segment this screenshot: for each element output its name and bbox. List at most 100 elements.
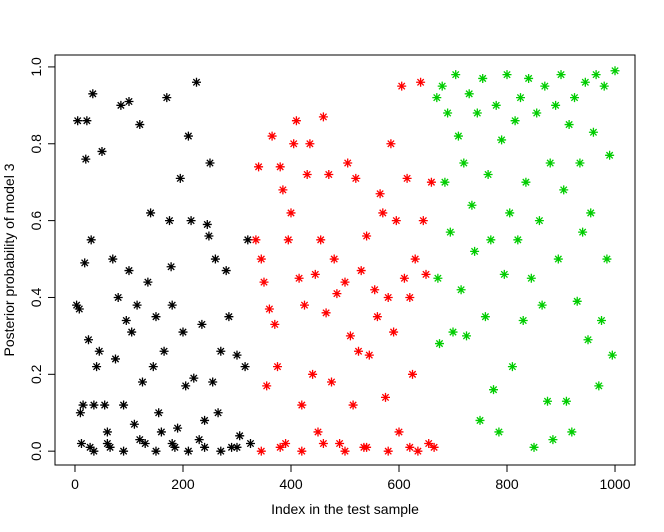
point: [105, 442, 115, 452]
point: [221, 266, 231, 276]
point: [345, 331, 355, 341]
point: [178, 327, 188, 337]
point: [94, 346, 104, 356]
point: [88, 89, 98, 99]
point: [132, 300, 142, 310]
point: [521, 177, 531, 187]
point: [275, 162, 285, 172]
point: [486, 235, 496, 245]
point: [467, 200, 477, 210]
point: [381, 392, 391, 402]
point: [348, 400, 358, 410]
point: [386, 139, 396, 149]
point: [148, 362, 158, 372]
x-tick-label: 1000: [599, 476, 630, 492]
point: [507, 362, 517, 372]
point: [216, 346, 226, 356]
point: [318, 112, 328, 122]
point: [183, 446, 193, 456]
y-tick-label: 0.0: [28, 441, 44, 461]
point: [113, 292, 123, 302]
point: [402, 173, 412, 183]
point: [605, 150, 615, 160]
point: [283, 235, 293, 245]
point: [124, 96, 134, 106]
point: [297, 400, 307, 410]
point: [505, 208, 515, 218]
point: [491, 100, 501, 110]
point: [227, 442, 237, 452]
point: [197, 319, 207, 329]
point: [526, 273, 536, 283]
point: [421, 269, 431, 279]
point: [329, 254, 339, 264]
point: [575, 158, 585, 168]
point: [313, 427, 323, 437]
y-tick-label: 1.0: [28, 57, 44, 77]
y-tick-label: 0.4: [28, 288, 44, 308]
point: [272, 362, 282, 372]
point: [235, 431, 245, 441]
point: [224, 312, 234, 322]
point: [513, 235, 523, 245]
point: [383, 446, 393, 456]
point: [324, 170, 334, 180]
point: [86, 235, 96, 245]
point: [418, 216, 428, 226]
point: [164, 216, 174, 226]
point: [100, 400, 110, 410]
point: [378, 208, 388, 218]
point: [256, 254, 266, 264]
point: [426, 177, 436, 187]
point: [321, 308, 331, 318]
point: [559, 185, 569, 195]
point: [135, 435, 145, 445]
x-tick-label: 200: [171, 476, 195, 492]
point: [475, 415, 485, 425]
point: [599, 81, 609, 91]
point: [240, 362, 250, 372]
point: [294, 273, 304, 283]
point: [140, 438, 150, 448]
point: [183, 131, 193, 141]
point: [191, 77, 201, 87]
point: [456, 285, 466, 295]
point: [375, 189, 385, 199]
point: [362, 231, 372, 241]
point: [399, 273, 409, 283]
point: [167, 300, 177, 310]
point: [278, 185, 288, 195]
point: [82, 116, 92, 126]
point: [116, 100, 126, 110]
point: [275, 442, 285, 452]
point: [89, 446, 99, 456]
point: [524, 73, 534, 83]
point: [548, 435, 558, 445]
point: [213, 408, 223, 418]
point: [167, 438, 177, 448]
point: [472, 108, 482, 118]
point: [256, 446, 266, 456]
point: [588, 127, 598, 137]
point: [443, 108, 453, 118]
point: [72, 300, 82, 310]
point: [186, 216, 196, 226]
point: [607, 350, 617, 360]
point: [489, 385, 499, 395]
point: [127, 327, 137, 337]
point: [405, 442, 415, 452]
point: [567, 427, 577, 437]
point: [254, 162, 264, 172]
point: [462, 331, 472, 341]
point: [137, 377, 147, 387]
point: [343, 158, 353, 168]
point: [413, 446, 423, 456]
point: [332, 289, 342, 299]
point: [286, 208, 296, 218]
point: [532, 108, 542, 118]
point: [494, 427, 504, 437]
point: [81, 154, 91, 164]
point: [245, 438, 255, 448]
point: [370, 285, 380, 295]
